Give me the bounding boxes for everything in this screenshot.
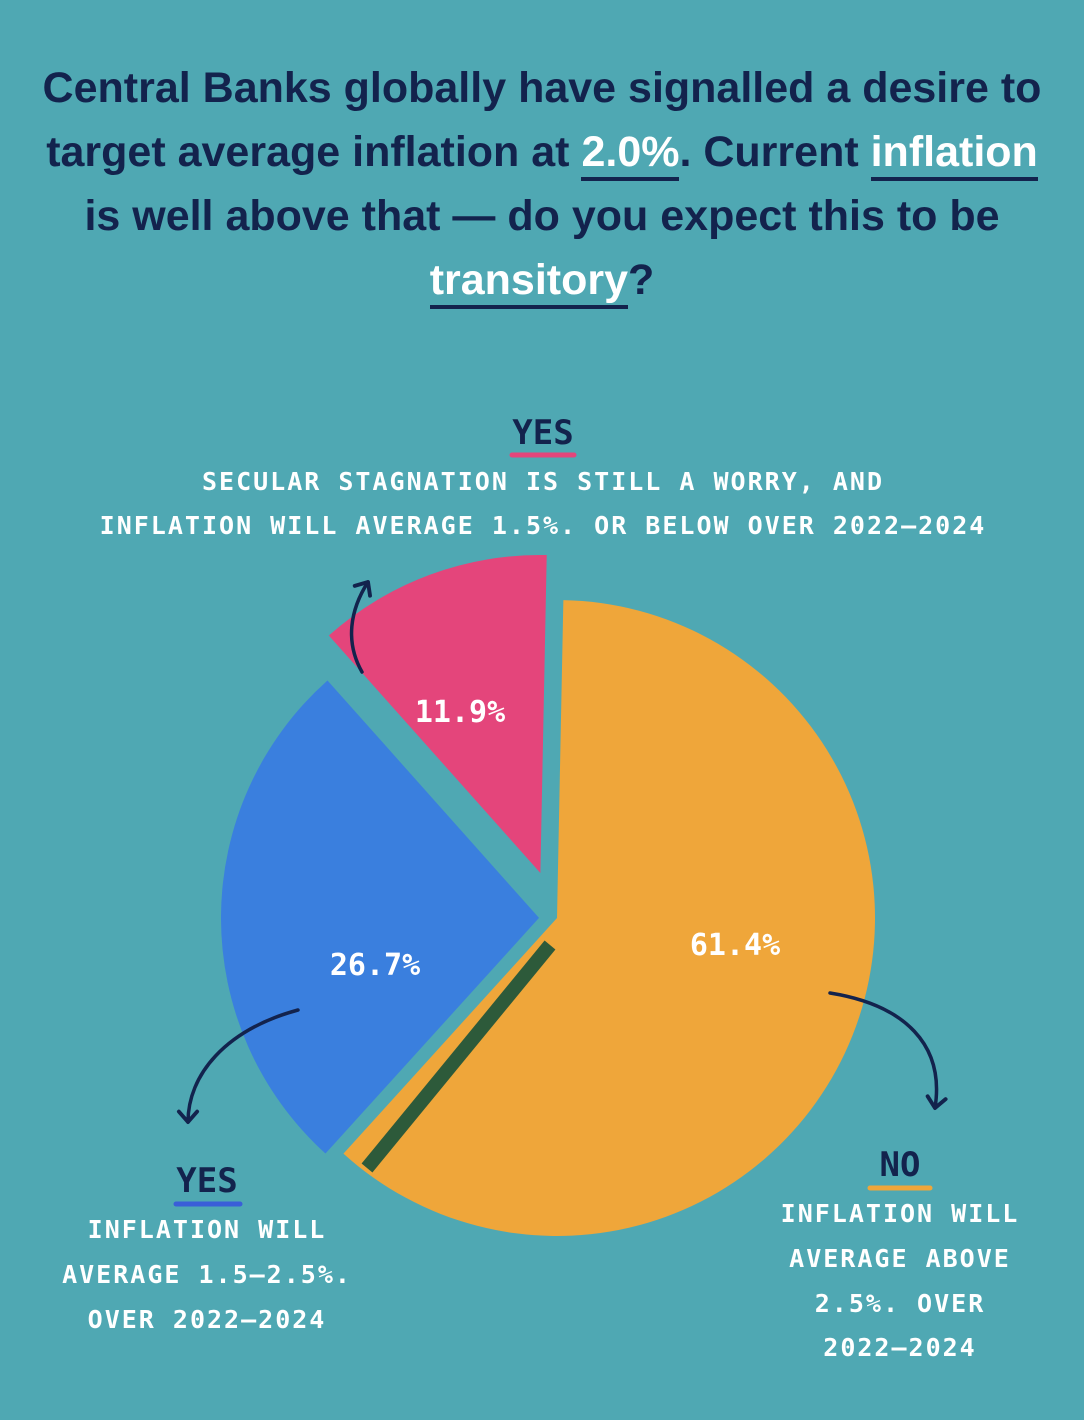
label-yes-mid-line-1: INFLATION WILL xyxy=(88,1215,327,1244)
value-label-yes-low: 11.9% xyxy=(415,695,505,730)
label-yes-low-line-1: SECULAR STAGNATION IS STILL A WORRY, AND xyxy=(202,467,884,496)
survey-question: Central Banks globally have signalled a … xyxy=(40,56,1044,312)
slice-yes-low xyxy=(328,554,547,873)
heading-yes-low: YES xyxy=(512,413,573,453)
question-text-1: Central Banks globally have signalled a … xyxy=(42,64,1042,176)
label-yes-mid-line-2: AVERAGE 1.5–2.5%. xyxy=(62,1260,352,1289)
question-text-4: ? xyxy=(628,256,655,304)
label-no-line-4: 2022–2024 xyxy=(823,1333,976,1362)
highlight-transitory: transitory xyxy=(429,256,629,309)
arrow-yes-mid xyxy=(176,1008,300,1124)
value-label-yes-mid: 26.7% xyxy=(330,948,420,983)
heading-yes-mid: YES xyxy=(176,1161,237,1201)
arrow-no xyxy=(828,991,948,1110)
highlight-target-rate: 2.0% xyxy=(581,128,680,181)
label-yes-mid-line-3: OVER 2022–2024 xyxy=(88,1305,327,1334)
label-no-line-2: AVERAGE ABOVE xyxy=(789,1244,1011,1273)
value-label-no: 61.4% xyxy=(690,928,780,963)
slice-no xyxy=(343,600,875,1236)
question-text-2: . Current xyxy=(679,128,871,176)
highlight-inflation: inflation xyxy=(870,128,1038,181)
arrow-yes-top xyxy=(349,580,372,674)
slice-yes-mid xyxy=(221,680,540,1154)
slice-divider xyxy=(361,940,556,1173)
question-text-3: is well above that — do you expect this … xyxy=(84,192,1000,240)
label-no-line-1: INFLATION WILL xyxy=(781,1199,1020,1228)
label-yes-low-line-2: INFLATION WILL AVERAGE 1.5%. OR BELOW OV… xyxy=(100,511,987,540)
label-no-line-3: 2.5%. OVER xyxy=(815,1289,986,1318)
heading-no: NO xyxy=(880,1145,921,1185)
